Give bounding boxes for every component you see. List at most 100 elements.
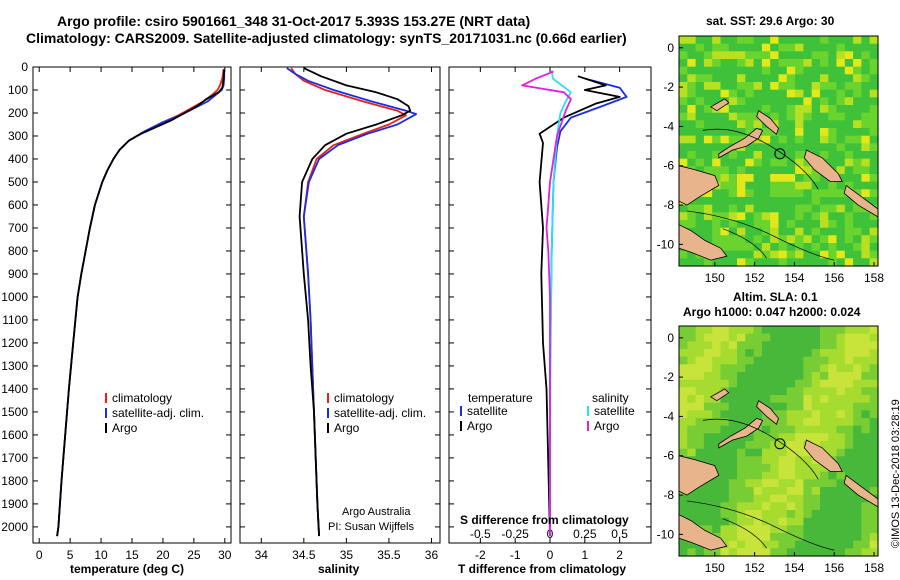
map-cell	[778, 533, 788, 542]
map-cell	[836, 166, 846, 175]
map-cell	[679, 66, 688, 75]
map-cell	[712, 510, 722, 519]
map-cell	[753, 143, 763, 152]
map-cell	[869, 212, 879, 221]
map-cell	[737, 212, 746, 221]
map-cell	[761, 258, 771, 267]
y-tick-label: 0	[667, 331, 674, 345]
map-cell	[786, 66, 796, 75]
map-cell	[828, 349, 838, 358]
map-cell	[720, 43, 730, 52]
map-cell	[811, 479, 821, 488]
map-cell	[687, 418, 697, 427]
profile-marker	[774, 148, 786, 160]
map-cell	[720, 333, 730, 342]
map-cell	[869, 97, 879, 106]
map-cell	[745, 479, 755, 488]
map-cell	[869, 487, 879, 496]
legend-label: climatology	[334, 391, 394, 405]
map-cell	[869, 517, 879, 526]
map-cell	[778, 410, 788, 419]
map-cell	[803, 471, 813, 480]
map-cell	[753, 487, 763, 496]
map-cell	[728, 441, 738, 450]
map-cell	[728, 89, 738, 98]
map-cell	[861, 97, 871, 106]
map-cell	[836, 258, 846, 267]
map-cell	[853, 120, 862, 129]
title-line-1: Argo profile: csiro 5901661_348 31-Oct-2…	[57, 13, 531, 29]
map-cell	[770, 510, 780, 519]
map-cell	[795, 181, 804, 190]
map-cell	[828, 326, 838, 335]
map-cell	[770, 471, 780, 480]
map-cell	[836, 517, 846, 526]
temperature-panel: 0 5 10 15 20 25 300100200300400500600700800900…	[1, 60, 232, 562]
map-cell	[869, 349, 879, 358]
map-cell	[761, 364, 771, 373]
map-cell	[679, 120, 688, 129]
map-cell	[786, 220, 796, 229]
sla-map-panel: 150 152 154 156 158 0 -2 -4 -6 -8 -10	[657, 325, 884, 575]
map-cell	[770, 395, 780, 404]
s-tick-label: 0.25	[573, 527, 597, 541]
map-cell	[786, 135, 796, 144]
legend-heading: salinity	[592, 391, 629, 405]
map-cell	[811, 387, 821, 396]
map-cell	[695, 120, 705, 129]
map-cell	[712, 333, 722, 342]
map-cell	[803, 502, 813, 511]
map-cell	[844, 82, 854, 91]
map-cell	[811, 143, 821, 152]
map-cell	[828, 36, 838, 45]
map-cell	[786, 166, 796, 175]
map-cell	[728, 479, 738, 488]
map-cell	[679, 151, 688, 160]
map-cell	[803, 456, 813, 465]
map-cell	[844, 464, 854, 473]
map-cell	[828, 341, 838, 350]
map-cell	[712, 349, 722, 358]
map-cell	[869, 402, 879, 411]
map-cell	[679, 341, 688, 350]
map-cell	[720, 66, 730, 75]
map-cell	[844, 97, 854, 106]
map-cell	[853, 181, 862, 190]
map-cell	[861, 243, 871, 252]
map-cell	[786, 410, 796, 419]
map-cell	[861, 258, 871, 267]
series-t-argo	[538, 75, 621, 537]
map-cell	[853, 43, 862, 52]
map-cell	[778, 135, 788, 144]
map-cell	[803, 250, 813, 259]
map-cell	[786, 51, 796, 60]
map-cell	[820, 59, 829, 68]
map-cell	[753, 349, 763, 358]
map-cell	[836, 341, 846, 350]
map-cell	[728, 120, 738, 129]
contour-line	[722, 228, 767, 259]
map-cell	[803, 341, 813, 350]
map-cell	[770, 43, 780, 52]
map-cell	[703, 197, 713, 206]
map-cell	[811, 204, 821, 213]
map-cell	[679, 143, 688, 152]
map-cell	[836, 158, 846, 167]
map-cell	[786, 181, 796, 190]
temperature-axis-label: temperature (deg C)	[70, 562, 185, 576]
map-cell	[861, 74, 871, 83]
map-cell	[786, 235, 796, 244]
map-cell	[820, 540, 829, 549]
map-cell	[778, 258, 788, 267]
map-cell	[712, 174, 722, 183]
map-cell	[770, 540, 780, 549]
map-cell	[745, 97, 755, 106]
map-cell	[803, 533, 813, 542]
map-cell	[745, 143, 755, 152]
map-cell	[695, 227, 705, 236]
land-mass	[678, 165, 720, 206]
map-cell	[828, 402, 838, 411]
map-cell	[820, 410, 829, 419]
map-cell	[679, 326, 688, 335]
map-cell	[795, 258, 804, 267]
